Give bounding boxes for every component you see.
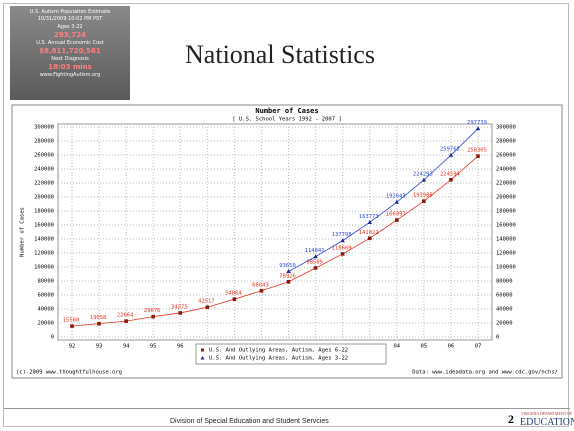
y-tick-label: 260000	[34, 153, 54, 159]
data-label: 42517	[198, 299, 215, 305]
x-tick-label: 05	[421, 344, 428, 350]
point-marker	[151, 315, 155, 319]
point-marker	[395, 218, 399, 222]
legend-label: U.S. And Outlying Areas, Autism, Ages 3-…	[209, 356, 348, 362]
chart: Number of Cases [ U.S. School Years 1992…	[0, 0, 574, 431]
source: Data: www.ideadata.org and www.cdc.gov/n…	[412, 370, 558, 376]
data-label: 118669	[332, 245, 352, 251]
point-marker	[233, 297, 237, 301]
y-tick-label-right: 280000	[496, 139, 516, 145]
point-marker	[341, 252, 345, 256]
y-tick-label: 100000	[34, 265, 54, 271]
x-tick-label: 95	[150, 344, 157, 350]
data-label: 193986	[413, 193, 433, 199]
point-marker	[449, 178, 453, 182]
y-tick-label-right: 160000	[496, 223, 516, 229]
y-tick-label-right: 260000	[496, 153, 516, 159]
x-tick-label: 96	[177, 344, 184, 350]
y-tick-label-right: 240000	[496, 167, 516, 173]
data-label: 258305	[467, 148, 487, 154]
point-marker	[260, 289, 264, 293]
data-label: 66043	[252, 282, 269, 288]
y-tick-label: 140000	[34, 237, 54, 243]
y-tick-label: 0	[51, 335, 54, 341]
data-label: 192643	[386, 194, 406, 200]
point-marker	[178, 311, 182, 315]
y-tick-label-right: 60000	[496, 293, 513, 299]
y-tick-label: 220000	[34, 181, 54, 187]
y-tick-label-right: 0	[496, 335, 499, 341]
y-tick-label-right: 300000	[496, 125, 516, 131]
data-label: 259765	[440, 147, 460, 153]
y-tick-label-right: 120000	[496, 251, 516, 257]
y-tick-label-right: 180000	[496, 209, 516, 215]
point-marker	[206, 305, 210, 309]
data-label: 78926	[279, 273, 296, 279]
slide: U.S. Autism Population Estimate10/31/200…	[0, 0, 574, 431]
chart-title: Number of Cases	[255, 107, 318, 115]
credit: (c) 2009 www.thoughtfulhouse.org	[16, 370, 122, 376]
y-tick-label: 40000	[37, 307, 54, 313]
y-tick-label-right: 140000	[496, 237, 516, 243]
data-label: 166997	[386, 212, 406, 218]
data-label: 19058	[90, 315, 107, 321]
x-tick-label: 07	[475, 344, 482, 350]
point-marker	[368, 236, 372, 240]
data-label: 114841	[305, 248, 325, 254]
y-tick-label-right: 220000	[496, 181, 516, 187]
point-marker	[70, 324, 74, 328]
point-marker	[314, 266, 318, 270]
y-tick-label: 280000	[34, 139, 54, 145]
chart-subtitle: [ U.S. School Years 1992 - 2007 ]	[232, 117, 341, 123]
x-tick-label: 04	[393, 344, 400, 350]
point-marker	[287, 280, 291, 284]
x-tick-label: 06	[448, 344, 455, 350]
data-label: 34375	[171, 304, 188, 310]
y-tick-label: 60000	[37, 293, 54, 299]
x-tick-label: 93	[96, 344, 103, 350]
point-marker	[476, 154, 480, 158]
y-tick-label-right: 80000	[496, 279, 513, 285]
y-tick-label-right: 200000	[496, 195, 516, 201]
data-label: 297739	[467, 120, 487, 126]
data-label: 137708	[332, 232, 352, 238]
data-label: 29076	[144, 308, 161, 314]
y-tick-label: 120000	[34, 251, 54, 257]
data-label: 93650	[279, 263, 296, 269]
y-tick-label: 200000	[34, 195, 54, 201]
x-tick-label: 94	[123, 344, 130, 350]
y-tick-label: 300000	[34, 125, 54, 131]
y-tick-label-right: 20000	[496, 321, 513, 327]
point-marker	[422, 199, 426, 203]
y-tick-label: 160000	[34, 223, 54, 229]
data-label: 22664	[117, 313, 134, 319]
point-marker	[97, 322, 101, 326]
y-axis-label: Number of Cases	[20, 207, 26, 257]
y-tick-label: 180000	[34, 209, 54, 215]
data-label: 54064	[225, 291, 242, 297]
data-label: 224594	[440, 171, 461, 177]
x-tick-label: 92	[69, 344, 76, 350]
y-tick-label: 20000	[37, 321, 54, 327]
data-label: 15580	[63, 318, 80, 324]
y-tick-label-right: 100000	[496, 265, 516, 271]
data-label: 224293	[413, 171, 433, 177]
y-tick-label-right: 40000	[496, 307, 513, 313]
data-label: 163773	[359, 214, 379, 220]
legend-label: U.S. And Outlying Areas, Autism, Ages 6-…	[209, 348, 348, 354]
data-label: 141022	[359, 230, 379, 236]
y-tick-label: 240000	[34, 167, 54, 173]
y-tick-label: 80000	[37, 279, 54, 285]
legend-marker	[201, 349, 204, 352]
point-marker	[124, 319, 128, 323]
